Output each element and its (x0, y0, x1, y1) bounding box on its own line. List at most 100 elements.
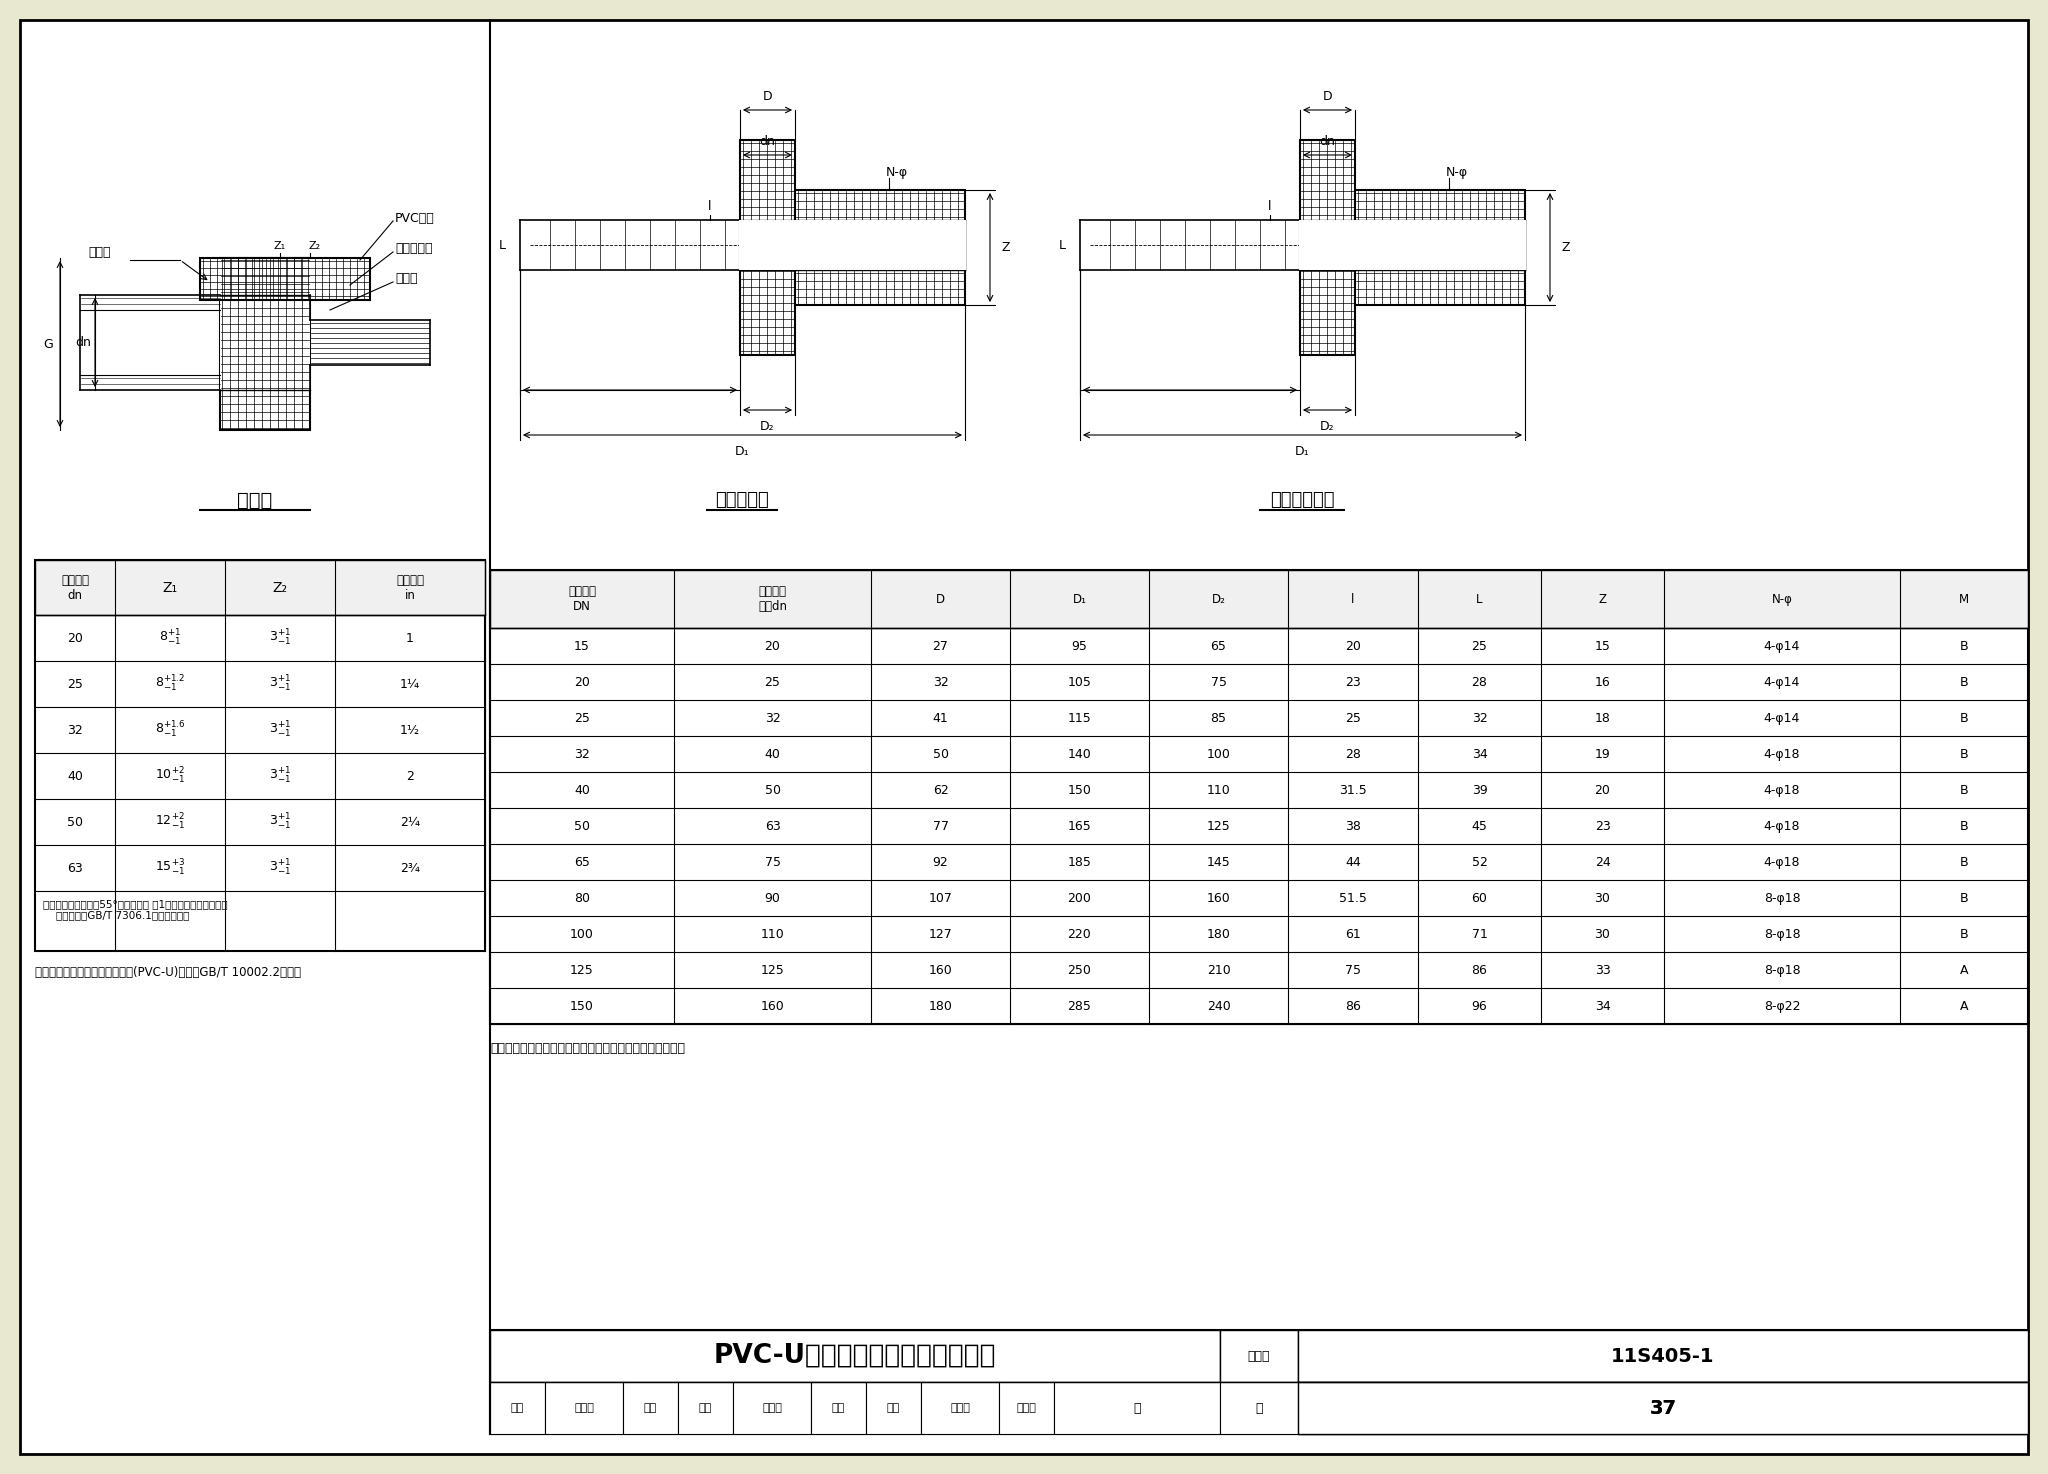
Text: B: B (1960, 855, 1968, 868)
Text: PVC-U管粘接接口注塑管件（三）: PVC-U管粘接接口注塑管件（三） (715, 1343, 995, 1369)
Text: 4-φ18: 4-φ18 (1763, 784, 1800, 796)
Text: D₂: D₂ (760, 420, 774, 432)
Text: 4-φ18: 4-φ18 (1763, 747, 1800, 761)
Bar (545, 1383, 623, 1434)
Bar (1298, 1383, 2028, 1434)
Text: 审核: 审核 (510, 1403, 524, 1414)
Text: 180: 180 (1206, 927, 1231, 940)
Text: D: D (936, 593, 944, 606)
Text: B: B (1960, 747, 1968, 761)
Bar (489, 570, 2028, 1024)
Text: B: B (1960, 640, 1968, 653)
Text: 28: 28 (1473, 675, 1487, 688)
Text: 110: 110 (1206, 784, 1231, 796)
Text: 32: 32 (764, 712, 780, 725)
Text: 24: 24 (1595, 855, 1610, 868)
Text: 65: 65 (1210, 640, 1227, 653)
Text: 活套法兰管件: 活套法兰管件 (1270, 491, 1333, 509)
Text: 23: 23 (1595, 820, 1610, 833)
Text: 20: 20 (68, 631, 82, 644)
Text: dn: dn (760, 134, 776, 147)
Text: 4-φ18: 4-φ18 (1763, 820, 1800, 833)
Text: 20: 20 (764, 640, 780, 653)
Text: 10$^{+2}_{-1}$: 10$^{+2}_{-1}$ (156, 766, 184, 786)
Text: 15$^{+3}_{-1}$: 15$^{+3}_{-1}$ (156, 858, 184, 879)
Text: 30: 30 (1595, 892, 1610, 905)
Text: 75: 75 (1346, 964, 1362, 976)
Text: 285: 285 (1067, 999, 1092, 1013)
Text: 40: 40 (764, 747, 780, 761)
Text: 63: 63 (68, 861, 82, 874)
Text: 150: 150 (569, 999, 594, 1013)
Text: 页: 页 (1133, 1402, 1141, 1415)
Text: 125: 125 (1206, 820, 1231, 833)
Text: 20: 20 (1346, 640, 1362, 653)
Text: 校对: 校对 (698, 1403, 713, 1414)
Text: 100: 100 (569, 927, 594, 940)
Bar (739, 140, 795, 355)
Text: dn: dn (1319, 134, 1335, 147)
Text: 8-φ18: 8-φ18 (1763, 964, 1800, 976)
Bar (1356, 190, 1526, 305)
Bar (1298, 1330, 2028, 1383)
Text: 240: 240 (1206, 999, 1231, 1013)
Text: N-φ: N-φ (1446, 165, 1468, 178)
Text: 34: 34 (1473, 747, 1487, 761)
Text: D₁: D₁ (1073, 593, 1087, 606)
Text: 165: 165 (1067, 820, 1092, 833)
Text: M: M (1960, 593, 1968, 606)
Text: 3$^{+1}_{-1}$: 3$^{+1}_{-1}$ (268, 674, 291, 694)
Text: 16: 16 (1595, 675, 1610, 688)
Bar (678, 1383, 733, 1434)
Text: 61: 61 (1346, 927, 1360, 940)
Text: 50: 50 (932, 747, 948, 761)
Text: 20: 20 (1595, 784, 1610, 796)
Bar (795, 220, 967, 270)
Text: L: L (500, 239, 506, 252)
Text: 62: 62 (932, 784, 948, 796)
Text: 150: 150 (1067, 784, 1092, 796)
Text: G: G (43, 338, 53, 351)
Text: 8-φ18: 8-φ18 (1763, 892, 1800, 905)
Text: 4-φ18: 4-φ18 (1763, 855, 1800, 868)
Text: 125: 125 (569, 964, 594, 976)
Text: 平密封垫圈: 平密封垫圈 (395, 242, 432, 255)
Bar (733, 1383, 811, 1434)
Text: 32: 32 (1473, 712, 1487, 725)
Text: 63: 63 (764, 820, 780, 833)
Bar (999, 1383, 1055, 1434)
Text: 125: 125 (760, 964, 784, 976)
Text: 注：本图按《给水用硬聚氯乙烯(PVC-U)管件》GB/T 10002.2编制。: 注：本图按《给水用硬聚氯乙烯(PVC-U)管件》GB/T 10002.2编制。 (35, 965, 301, 979)
Text: 23: 23 (1346, 675, 1360, 688)
Bar (489, 1330, 1221, 1383)
Text: N-φ: N-φ (887, 165, 907, 178)
Text: 处理: 处理 (831, 1403, 846, 1414)
Text: D₂: D₂ (1321, 420, 1335, 432)
Text: D₁: D₁ (735, 445, 750, 457)
Text: 2¼: 2¼ (399, 815, 420, 828)
Text: 18: 18 (1595, 712, 1610, 725)
Text: 145: 145 (1206, 855, 1231, 868)
Text: 承口端: 承口端 (88, 246, 111, 258)
Text: 4-φ14: 4-φ14 (1763, 640, 1800, 653)
Bar (1055, 1383, 1221, 1434)
Text: 31.5: 31.5 (1339, 784, 1366, 796)
Text: 接头螺帽
in: 接头螺帽 in (395, 573, 424, 601)
Text: 250: 250 (1067, 964, 1092, 976)
Bar (1221, 1330, 1298, 1383)
Text: 65: 65 (573, 855, 590, 868)
Text: L: L (1477, 593, 1483, 606)
Bar (489, 570, 2028, 628)
Text: Z₁: Z₁ (274, 242, 287, 251)
Text: Z: Z (1599, 593, 1606, 606)
Text: 呆法兰管件: 呆法兰管件 (715, 491, 768, 509)
Text: 图集号: 图集号 (1247, 1350, 1270, 1362)
Text: Z₂: Z₂ (309, 242, 322, 251)
Text: D₁: D₁ (1294, 445, 1311, 457)
Text: A: A (1960, 999, 1968, 1013)
Text: 34: 34 (1595, 999, 1610, 1013)
Text: 44: 44 (1346, 855, 1360, 868)
Bar (1298, 1383, 2028, 1434)
Text: 20: 20 (573, 675, 590, 688)
Bar (811, 1383, 866, 1434)
